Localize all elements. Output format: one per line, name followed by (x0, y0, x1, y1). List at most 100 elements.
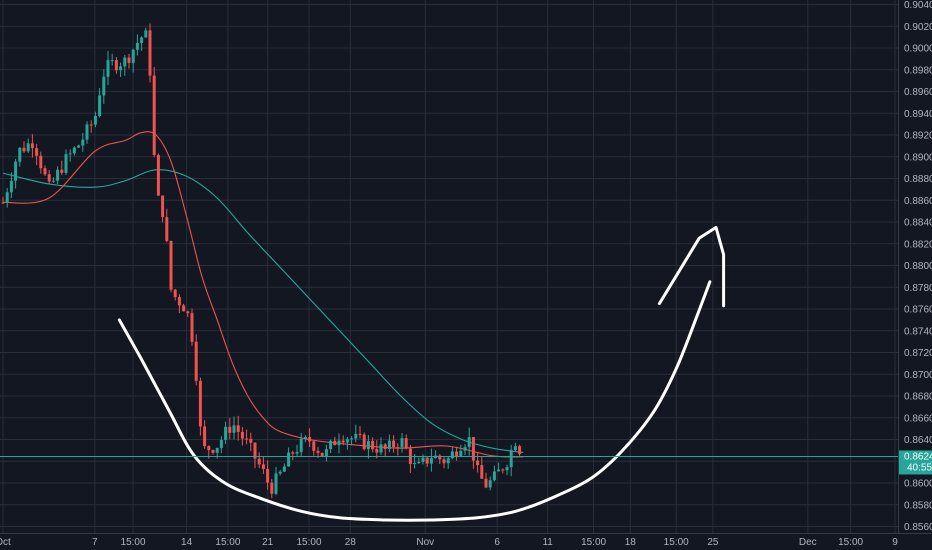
candle-up (492, 471, 496, 481)
candle-up (421, 457, 425, 462)
candle-up (64, 154, 68, 173)
candle-down (228, 426, 232, 433)
candle-up (68, 153, 72, 155)
candle-up (215, 447, 219, 453)
candle-up (488, 480, 492, 488)
candle-down (375, 449, 379, 453)
candle-down (425, 457, 429, 464)
cup-curve-stroke[interactable] (117, 280, 712, 522)
candle-down (442, 459, 446, 464)
candle-down (261, 464, 265, 469)
candle-down (35, 148, 39, 156)
candle-down (253, 442, 257, 459)
candle-down (291, 452, 295, 454)
candle-down (396, 447, 400, 449)
candle-down (270, 482, 274, 494)
candle-up (93, 116, 97, 125)
candle-down (312, 441, 316, 451)
candle-down (182, 305, 186, 312)
candle-down (316, 450, 320, 453)
candle-down (362, 434, 366, 450)
x-tick-label: 6 (494, 537, 500, 548)
candle-down (114, 60, 118, 71)
ma-slow-line (2, 169, 524, 454)
ma-fast-line (2, 131, 524, 458)
candle-down (211, 450, 215, 453)
candle-up (450, 451, 454, 459)
candle-down (501, 469, 505, 471)
candle-down (240, 431, 244, 439)
x-tick-label: 15:00 (581, 537, 606, 548)
candle-down (207, 446, 211, 451)
candle-down (190, 313, 194, 342)
x-tick-label: 15:00 (664, 537, 689, 548)
candle-down (438, 455, 442, 460)
candle-up (505, 467, 509, 471)
candle-down (177, 297, 181, 306)
candle-down (198, 380, 202, 427)
candle-up (324, 449, 328, 457)
candle-up (467, 437, 471, 448)
candle-down (383, 444, 387, 449)
candle-up (131, 49, 135, 63)
candle-up (232, 425, 236, 433)
x-tick-label: 28 (345, 537, 357, 548)
candle-down (404, 438, 408, 449)
arrow-head-stroke[interactable] (657, 225, 726, 308)
bar-countdown: 40:55 (907, 462, 932, 473)
x-tick-label: 15:00 (296, 537, 321, 548)
candle-up (98, 95, 102, 117)
candle-up (429, 458, 433, 464)
candle-down (249, 438, 253, 443)
last-price-box (899, 450, 932, 475)
candle-down (471, 437, 475, 461)
candle-down (484, 478, 488, 488)
candle-down (43, 168, 47, 175)
candle-down (358, 433, 362, 435)
candle-up (9, 180, 13, 193)
candle-up (379, 444, 383, 453)
x-tick-label: Nov (416, 537, 434, 548)
moving-averages (2, 131, 524, 458)
x-tick-label: 21 (262, 537, 274, 548)
candle-up (110, 60, 114, 62)
candle-down (127, 57, 131, 63)
x-tick-label: 15:00 (838, 537, 863, 548)
candle-down (169, 240, 173, 290)
candle-down (156, 155, 160, 196)
candle-down (165, 217, 169, 241)
candle-up (140, 37, 144, 43)
x-tick-label: 7 (92, 537, 98, 548)
hand-drawn-cup-annotation[interactable] (117, 225, 726, 522)
candle-up (299, 438, 303, 453)
candle-down (266, 468, 270, 483)
candle-down (320, 452, 324, 457)
candle-up (513, 446, 517, 451)
candle-up (509, 450, 513, 468)
candle-up (417, 461, 421, 464)
candle-down (245, 438, 249, 440)
candle-up (350, 438, 354, 440)
candle-up (5, 192, 9, 203)
candle-up (72, 147, 76, 154)
time-axis[interactable]: Oct 7 15:00 14 15:00 21 15:00 28 Nov 6 11 15:00 18 15… (0, 537, 898, 548)
x-tick-label: 25 (707, 537, 719, 548)
